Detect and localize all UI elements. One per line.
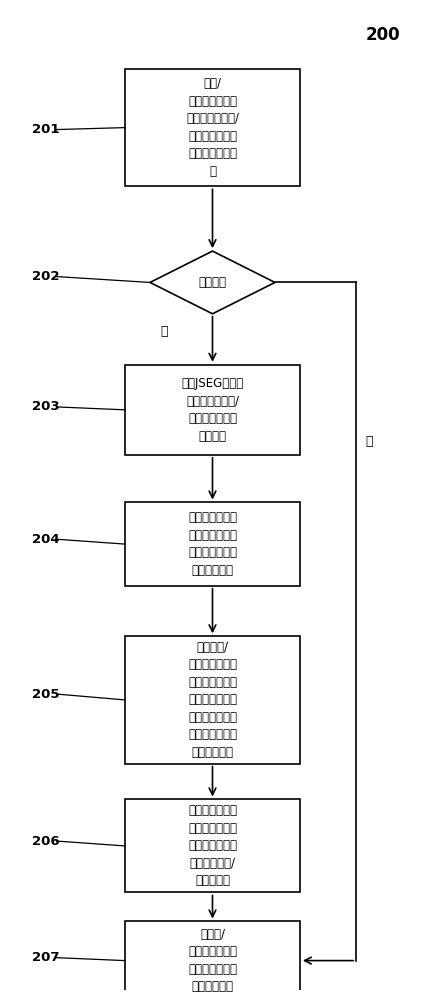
Text: 利用所述大气光
值和所述优化后
的透射率，获取
去雾后的微光/
可见光图像: 利用所述大气光 值和所述优化后 的透射率，获取 去雾后的微光/ 可见光图像 [188,804,237,887]
Text: 205: 205 [32,688,60,701]
Text: 200: 200 [366,25,401,43]
Bar [125,921,300,1000]
Text: 206: 206 [32,835,60,848]
Text: 203: 203 [32,400,60,413]
Text: 是否去雾: 是否去雾 [198,276,227,289]
Text: 微光/
可见光图像去雾
增强模块从微光/
可见光图像存储
队列中取一帧图
像: 微光/ 可见光图像去雾 增强模块从微光/ 可见光图像存储 队列中取一帧图 像 [186,77,239,178]
Text: 是: 是 [161,325,168,338]
Bar [125,799,300,892]
Text: 204: 204 [32,533,60,546]
Text: 207: 207 [32,951,60,964]
Text: 对每一区域获取
该区域的暗原色
，并根据暗原色
获取大气光值: 对每一区域获取 该区域的暗原色 ，并根据暗原色 获取大气光值 [188,511,237,577]
Polygon shape [150,251,275,314]
Bar [125,502,300,586]
Text: 否: 否 [365,435,372,448]
Bar [125,69,300,186]
Text: 采用JSEG图像分
割算法对该微光/
可见光图像进行
图像分割: 采用JSEG图像分 割算法对该微光/ 可见光图像进行 图像分割 [181,377,244,443]
Bar [125,365,300,455]
Text: 202: 202 [32,270,60,283]
Text: 201: 201 [32,123,60,136]
Bar [125,636,300,764]
Text: 获取微光/
可见光图像的透
射率初始值，根
据软抠图方法对
透射率初始值进
行优化，得到优
化后的透射率: 获取微光/ 可见光图像的透 射率初始值，根 据软抠图方法对 透射率初始值进 行优… [188,641,237,759]
Text: 对微光/
可见光图像进行
滤波去噪，再进
行直方图增强: 对微光/ 可见光图像进行 滤波去噪，再进 行直方图增强 [188,928,237,993]
